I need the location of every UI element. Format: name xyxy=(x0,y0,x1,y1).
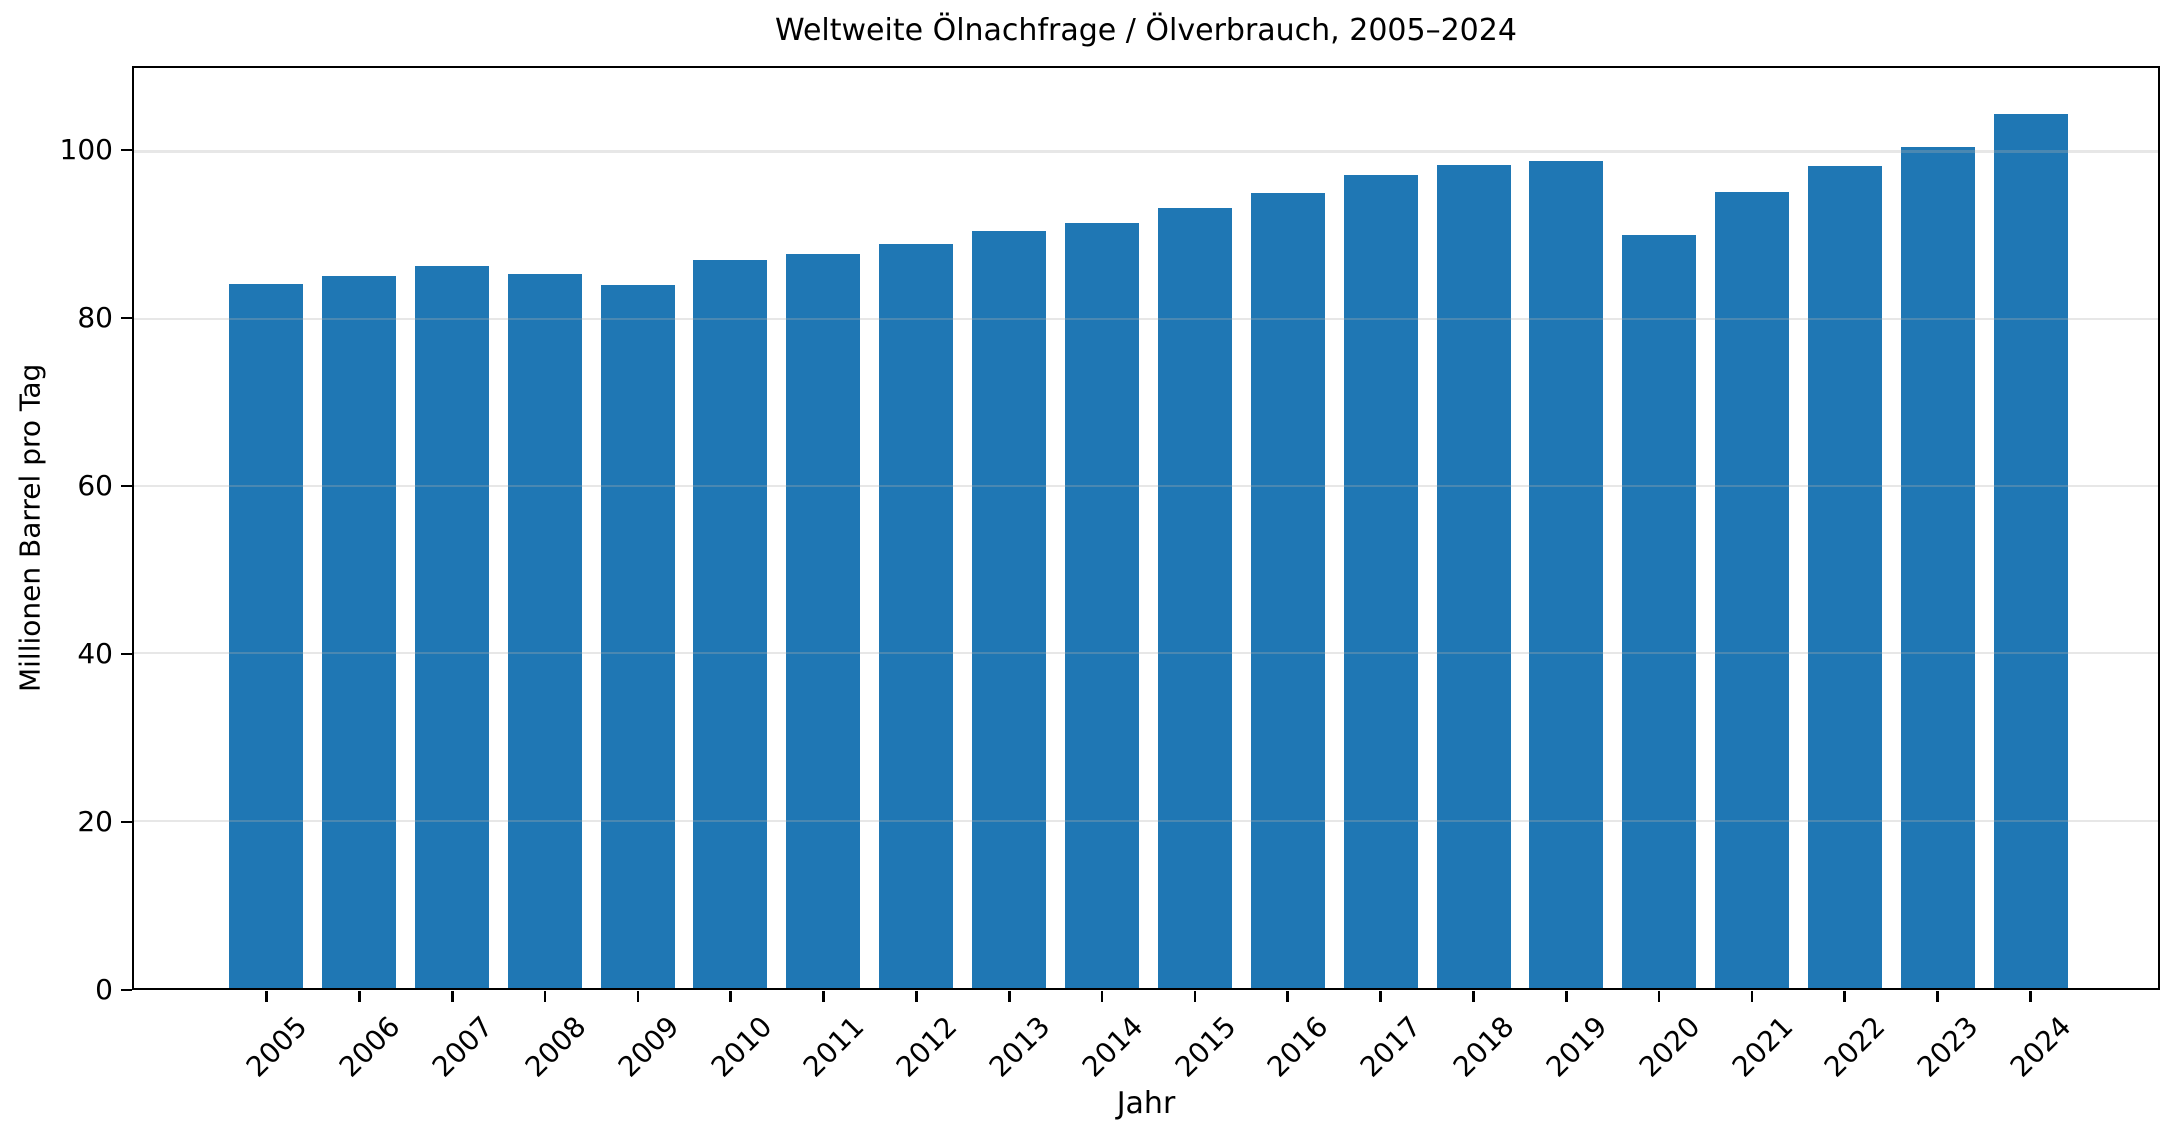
bar-2020 xyxy=(1622,235,1697,988)
y-tick-label-20: 20 xyxy=(77,805,113,838)
bar-2018 xyxy=(1436,165,1511,988)
x-tick-label-2006: 2006 xyxy=(332,1009,407,1084)
x-tick-label-2015: 2015 xyxy=(1168,1009,1243,1084)
x-tick-label-2009: 2009 xyxy=(611,1009,686,1084)
bars-container xyxy=(134,68,2158,988)
bar-2022 xyxy=(1808,165,1883,988)
bar-2011 xyxy=(786,253,861,988)
bar-2024 xyxy=(1993,114,2068,988)
x-tick-2022 xyxy=(1843,991,1847,1002)
x-tick-label-2014: 2014 xyxy=(1075,1009,1150,1084)
x-tick-label-2007: 2007 xyxy=(425,1009,500,1084)
x-tick-label-2022: 2022 xyxy=(1818,1009,1892,1084)
bar-2015 xyxy=(1157,207,1232,988)
x-tick-2006 xyxy=(358,991,361,1002)
x-axis-label: Jahr xyxy=(1116,1086,1176,1121)
x-tick-2023 xyxy=(1936,991,1939,1002)
x-tick-2018 xyxy=(1472,991,1475,1002)
y-tick-60 xyxy=(121,484,132,488)
x-tick-2019 xyxy=(1564,991,1568,1002)
y-tick-label-60: 60 xyxy=(77,469,113,502)
y-tick-label-0: 0 xyxy=(95,973,113,1006)
x-tick-2014 xyxy=(1100,991,1104,1002)
x-tick-2024 xyxy=(2029,991,2032,1002)
y-tick-label-80: 80 xyxy=(77,301,113,334)
x-tick-label-2021: 2021 xyxy=(1725,1009,1800,1084)
y-axis-label: Millionen Barrel pro Tag xyxy=(13,363,47,693)
x-tick-2008 xyxy=(543,991,547,1002)
chart-title: Weltweite Ölnachfrage / Ölverbrauch, 200… xyxy=(775,13,1517,48)
bar-2012 xyxy=(879,243,954,988)
x-tick-2005 xyxy=(265,991,268,1002)
x-tick-2021 xyxy=(1750,991,1754,1002)
x-tick-2007 xyxy=(450,991,454,1002)
bar-2023 xyxy=(1901,146,1976,988)
y-tick-80 xyxy=(121,316,132,320)
y-tick-label-100: 100 xyxy=(59,133,113,166)
x-tick-label-2017: 2017 xyxy=(1354,1009,1428,1084)
x-tick-label-2013: 2013 xyxy=(982,1009,1057,1084)
x-tick-label-2019: 2019 xyxy=(1539,1009,1614,1084)
x-tick-2012 xyxy=(915,991,918,1002)
x-tick-label-2018: 2018 xyxy=(1446,1009,1521,1084)
x-tick-label-2020: 2020 xyxy=(1632,1009,1707,1084)
x-tick-2013 xyxy=(1007,991,1011,1002)
x-tick-2020 xyxy=(1657,991,1661,1002)
x-tick-label-2010: 2010 xyxy=(704,1009,778,1084)
bar-2007 xyxy=(414,266,489,988)
x-tick-2015 xyxy=(1193,991,1197,1002)
bar-2013 xyxy=(972,231,1047,988)
bar-2009 xyxy=(600,285,675,988)
x-tick-label-2011: 2011 xyxy=(797,1009,871,1084)
x-tick-label-2016: 2016 xyxy=(1261,1009,1335,1084)
bar-2005 xyxy=(229,283,303,988)
y-tick-100 xyxy=(121,148,132,152)
bar-2014 xyxy=(1065,222,1140,988)
bar-2016 xyxy=(1250,193,1325,988)
y-tick-label-40: 40 xyxy=(77,637,113,670)
x-tick-label-2024: 2024 xyxy=(2003,1009,2078,1084)
y-tick-20 xyxy=(121,820,132,824)
x-tick-label-2012: 2012 xyxy=(889,1009,964,1084)
x-tick-label-2005: 2005 xyxy=(240,1009,314,1084)
bar-2019 xyxy=(1529,160,1604,988)
x-tick-2017 xyxy=(1379,991,1382,1002)
bar-2006 xyxy=(321,276,396,988)
y-tick-40 xyxy=(121,652,132,656)
bar-2017 xyxy=(1343,175,1418,988)
x-tick-2009 xyxy=(636,991,640,1002)
plot-area xyxy=(132,66,2160,990)
x-tick-label-2008: 2008 xyxy=(518,1009,593,1084)
y-tick-0 xyxy=(121,988,132,992)
x-tick-2016 xyxy=(1286,991,1290,1002)
bar-2010 xyxy=(693,260,768,988)
x-tick-2011 xyxy=(822,991,825,1002)
x-tick-2010 xyxy=(729,991,733,1002)
bar-2008 xyxy=(507,273,582,988)
x-tick-label-2023: 2023 xyxy=(1911,1009,1985,1084)
bar-2021 xyxy=(1715,191,1790,988)
